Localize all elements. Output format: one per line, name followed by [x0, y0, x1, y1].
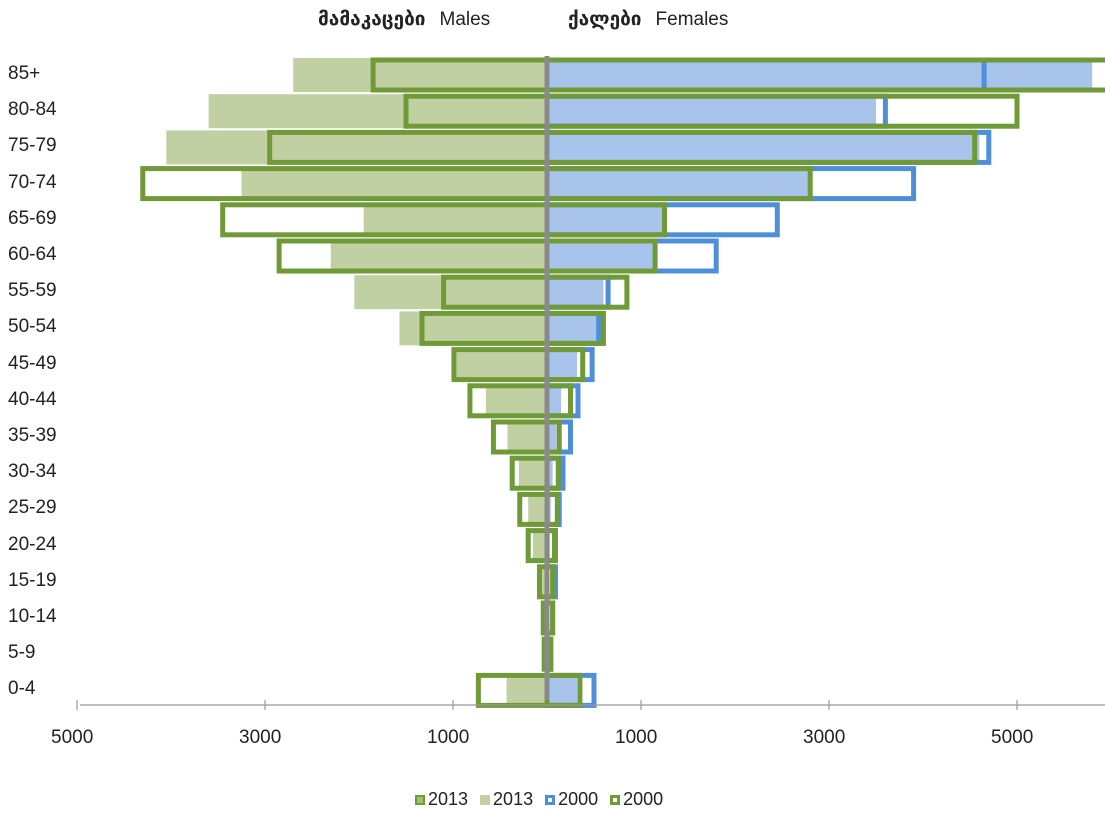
x-tick-label: 3000 — [239, 727, 282, 748]
x-tick-label: 3000 — [803, 727, 846, 748]
category-label: 30-34 — [8, 461, 57, 483]
bar-2013-male-filled-0-4 — [506, 673, 547, 708]
bar-2013-male-filled-30-34 — [518, 456, 547, 491]
category-label: 60-64 — [8, 244, 57, 265]
bar-2013-female-filled-65-69 — [547, 202, 665, 237]
legend-label: 2000 — [558, 789, 599, 809]
bar-2013-male-filled-80-84 — [208, 94, 547, 129]
bar-2013-female-filled-30-34 — [547, 456, 553, 491]
category-label: 25-29 — [8, 497, 57, 519]
category-label: 15-19 — [8, 569, 57, 591]
bar-2013-male-filled-20-24 — [532, 528, 547, 563]
bar-2013-female-filled-70-74 — [547, 166, 811, 201]
bar-2013-male-filled-75-79 — [166, 130, 548, 165]
males-header: მამაკაცები Males — [318, 8, 490, 31]
x-tick-label: 1000 — [427, 727, 470, 748]
category-label: 5-9 — [8, 642, 36, 664]
females-header-en: Females — [655, 9, 729, 30]
category-label: 40-44 — [8, 388, 57, 410]
legend-label: 2013 — [493, 789, 534, 809]
bar-2013-male-filled-25-29 — [528, 492, 547, 527]
legend: 2013 2013 2000 2000 — [415, 789, 675, 810]
bar-2013-male-filled-55-59 — [354, 275, 547, 310]
bar-2013-female-filled-40-44 — [547, 383, 562, 418]
legend-swatch — [415, 794, 425, 805]
bar-2013-female-filled-50-54 — [547, 311, 599, 346]
category-label: 55-59 — [8, 280, 57, 302]
category-label: 10-14 — [8, 606, 57, 627]
legend-item: 2013 — [415, 789, 468, 810]
legend-label: 2013 — [428, 789, 469, 809]
category-label: 70-74 — [8, 171, 57, 193]
legend-item: 2000 — [545, 789, 598, 810]
category-label: 20-24 — [8, 533, 57, 555]
bar-2013-male-filled-85+ — [293, 58, 547, 92]
bar-2013-female-filled-80-84 — [547, 94, 876, 129]
bar-2013-female-filled-55-59 — [547, 275, 604, 310]
category-label: 85+ — [8, 63, 41, 84]
legend-swatch — [480, 794, 491, 805]
category-label: 0-4 — [8, 678, 36, 700]
x-tick-label: 1000 — [615, 727, 658, 748]
x-tick-label: 5000 — [991, 727, 1034, 748]
legend-item: 2000 — [610, 789, 663, 810]
males-header-en: Males — [439, 9, 491, 30]
males-header-ka: მამაკაცები — [318, 9, 426, 30]
bar-2013-female-filled-60-64 — [547, 239, 656, 273]
legend-label: 2000 — [623, 789, 664, 809]
bar-2013-male-filled-40-44 — [485, 383, 547, 418]
bar-2013-female-filled-45-49 — [547, 347, 578, 382]
bar-2013-male-filled-65-69 — [363, 202, 547, 237]
category-label: 80-84 — [8, 99, 57, 121]
females-header-ka: ქალები — [568, 9, 642, 30]
bar-2013-male-filled-35-39 — [507, 420, 547, 454]
bar-2013-male-filled-45-49 — [453, 347, 547, 382]
legend-swatch — [545, 794, 556, 805]
bar-2013-female-filled-0-4 — [547, 673, 578, 708]
bar-2013-female-filled-75-79 — [547, 130, 980, 165]
category-label: 50-54 — [8, 316, 57, 338]
bar-2013-female-filled-35-39 — [547, 420, 557, 454]
females-header: ქალები Females — [568, 8, 728, 31]
category-label: 75-79 — [8, 135, 57, 157]
legend-swatch — [610, 794, 621, 805]
bar-2013-female-filled-85+ — [547, 58, 1093, 92]
x-tick-label: 5000 — [51, 727, 94, 748]
bar-2013-male-filled-15-19 — [541, 564, 547, 599]
bar-2013-male-filled-60-64 — [330, 239, 547, 273]
category-label: 65-69 — [8, 207, 57, 229]
bar-2013-male-filled-70-74 — [241, 166, 547, 201]
category-label: 45-49 — [8, 352, 57, 374]
legend-item: 2013 — [480, 789, 533, 810]
category-label: 35-39 — [8, 425, 57, 446]
